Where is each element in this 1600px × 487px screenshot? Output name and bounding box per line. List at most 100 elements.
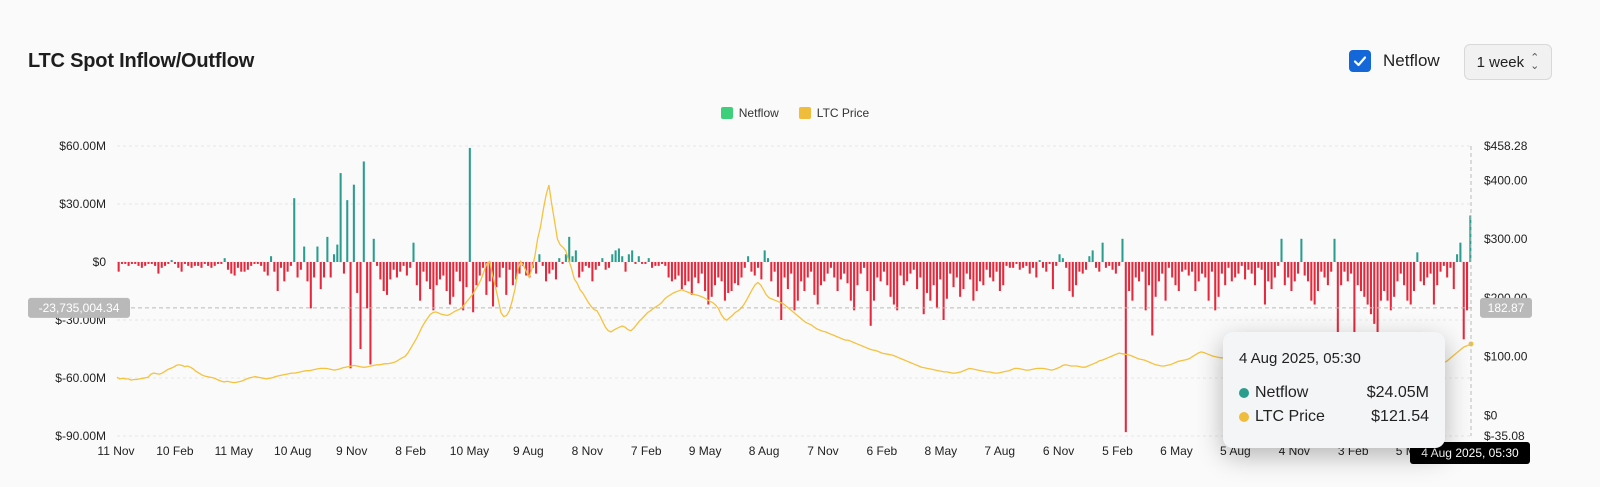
netflow-bar bbox=[1045, 262, 1048, 272]
netflow-bar bbox=[528, 262, 531, 278]
netflow-bar bbox=[906, 262, 909, 282]
netflow-bar bbox=[720, 262, 723, 282]
tooltip-row-netflow: Netflow $24.05M bbox=[1239, 381, 1429, 405]
netflow-checkbox-toggle[interactable]: Netflow bbox=[1349, 50, 1440, 72]
netflow-bar bbox=[621, 256, 624, 262]
netflow-bar bbox=[922, 262, 925, 315]
netflow-bar bbox=[525, 262, 528, 276]
netflow-bar bbox=[1055, 262, 1058, 266]
netflow-bar bbox=[445, 262, 448, 291]
netflow-bar bbox=[1466, 262, 1469, 311]
netflow-bar bbox=[750, 262, 753, 272]
netflow-bar bbox=[1081, 262, 1084, 274]
netflow-bar bbox=[167, 262, 170, 264]
netflow-bar bbox=[207, 262, 210, 266]
netflow-bar bbox=[869, 262, 872, 326]
crosshair-right-price-label: 182.87 bbox=[1488, 301, 1525, 315]
netflow-bar bbox=[352, 184, 355, 262]
netflow-bar bbox=[508, 262, 511, 270]
netflow-bar bbox=[1310, 262, 1313, 301]
netflow-bar bbox=[1346, 262, 1349, 282]
netflow-bar bbox=[190, 262, 193, 268]
netflow-bar bbox=[482, 262, 485, 268]
tooltip-dot-netflow bbox=[1239, 388, 1249, 398]
netflow-bar bbox=[899, 262, 902, 276]
netflow-bar bbox=[1287, 262, 1290, 278]
netflow-bar bbox=[581, 262, 584, 272]
netflow-bar bbox=[1456, 254, 1459, 262]
netflow-bar bbox=[833, 262, 836, 278]
netflow-bar bbox=[511, 262, 514, 286]
netflow-bar bbox=[246, 262, 249, 270]
netflow-bar bbox=[651, 262, 654, 268]
netflow-bar bbox=[319, 262, 322, 290]
netflow-bar bbox=[137, 262, 140, 266]
netflow-bar bbox=[147, 262, 150, 264]
netflow-bar bbox=[588, 262, 591, 268]
netflow-bar bbox=[1048, 262, 1051, 264]
netflow-bar bbox=[1065, 262, 1068, 268]
netflow-bar bbox=[389, 262, 392, 280]
netflow-bar bbox=[349, 262, 352, 369]
netflow-bar bbox=[1436, 262, 1439, 286]
x-axis-tick-label: 6 Feb bbox=[867, 444, 898, 458]
netflow-bar bbox=[776, 262, 779, 297]
netflow-bar bbox=[680, 262, 683, 290]
left-axis-tick-label: $-60.00M bbox=[55, 371, 106, 385]
netflow-bar bbox=[1356, 262, 1359, 286]
netflow-bar bbox=[654, 262, 657, 266]
netflow-bar bbox=[1144, 262, 1147, 311]
netflow-bar bbox=[959, 262, 962, 297]
chevron-updown-icon: ⌃ ⌄ bbox=[1530, 52, 1540, 72]
netflow-bar bbox=[1015, 262, 1018, 264]
netflow-bar bbox=[611, 254, 614, 262]
netflow-bar bbox=[1369, 262, 1372, 315]
netflow-bar bbox=[949, 262, 952, 274]
netflow-bar bbox=[478, 262, 481, 276]
right-axis-tick-label: $0 bbox=[1484, 408, 1498, 422]
netflow-bar bbox=[816, 262, 819, 305]
netflow-bar bbox=[1459, 242, 1462, 262]
netflow-bar bbox=[704, 262, 707, 291]
period-select[interactable]: 1 week ⌃ ⌄ bbox=[1464, 44, 1552, 80]
checkbox-checked-icon[interactable] bbox=[1349, 50, 1371, 72]
legend-item-netflow[interactable]: Netflow bbox=[720, 106, 779, 120]
netflow-bar bbox=[210, 262, 213, 268]
netflow-bar bbox=[200, 262, 203, 268]
netflow-bar bbox=[134, 262, 137, 264]
netflow-bar bbox=[419, 262, 422, 301]
netflow-bar bbox=[1399, 262, 1402, 274]
tooltip-value-netflow: $24.05M bbox=[1366, 384, 1429, 401]
netflow-bar bbox=[1227, 262, 1230, 268]
legend-item-ltc-price[interactable]: LTC Price bbox=[798, 106, 869, 120]
netflow-bar bbox=[1323, 262, 1326, 278]
netflow-bar bbox=[177, 262, 180, 268]
netflow-bar bbox=[1108, 262, 1111, 266]
netflow-bar bbox=[336, 244, 339, 262]
netflow-bar bbox=[641, 262, 644, 264]
netflow-bar bbox=[561, 262, 564, 264]
netflow-bar bbox=[554, 262, 557, 280]
netflow-bar bbox=[164, 262, 167, 266]
netflow-bar bbox=[369, 262, 372, 365]
netflow-bar bbox=[1025, 262, 1028, 266]
netflow-bar bbox=[727, 262, 730, 293]
netflow-bar bbox=[376, 262, 379, 266]
netflow-bar bbox=[912, 262, 915, 270]
netflow-bar bbox=[793, 262, 796, 311]
netflow-bar bbox=[717, 262, 720, 278]
netflow-bar bbox=[1121, 238, 1124, 262]
netflow-bar bbox=[359, 262, 362, 349]
netflow-bar bbox=[1141, 262, 1144, 272]
netflow-bar bbox=[263, 262, 266, 272]
netflow-bar bbox=[1181, 262, 1184, 272]
netflow-bar bbox=[329, 262, 332, 278]
netflow-bar bbox=[760, 262, 763, 280]
netflow-bar bbox=[157, 262, 160, 274]
netflow-bar bbox=[279, 262, 283, 268]
netflow-bar bbox=[230, 262, 233, 274]
netflow-bar bbox=[783, 262, 786, 278]
netflow-bar bbox=[120, 262, 123, 264]
netflow-bar bbox=[1220, 262, 1223, 274]
